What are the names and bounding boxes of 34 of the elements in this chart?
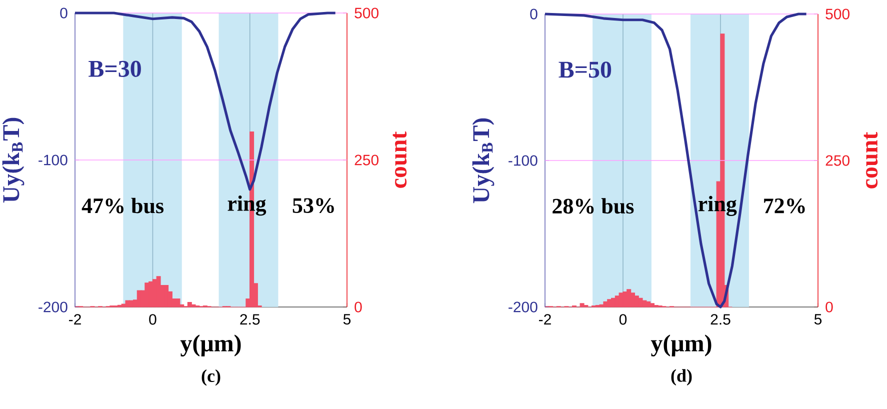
annotation: 28% bus bbox=[552, 198, 634, 214]
x-tick-label: 5 bbox=[343, 314, 351, 325]
annotation: 72% bbox=[764, 198, 805, 214]
y-tick-label: -200 bbox=[38, 302, 68, 312]
y2-tick-label: 250 bbox=[354, 154, 378, 166]
y2-axis-title: count bbox=[864, 132, 878, 188]
x-tick-label: 5 bbox=[814, 314, 822, 325]
y-tick-label: -100 bbox=[508, 155, 538, 166]
text: (c) bbox=[202, 369, 220, 386]
y-tick-label: -100 bbox=[38, 154, 68, 166]
y2-tick-label: 250 bbox=[826, 155, 850, 166]
y-tick-label: 0 bbox=[60, 8, 68, 18]
y2-tick-label: 500 bbox=[354, 8, 378, 18]
x-axis-title: y(μm) bbox=[180, 334, 241, 356]
x-axis-title: y(μm) bbox=[650, 334, 712, 356]
x-tick-label: -2 bbox=[538, 314, 551, 325]
x-tick-label: 0 bbox=[149, 314, 156, 325]
y2-tick-label: 0 bbox=[354, 302, 362, 312]
y-tick-label: -200 bbox=[508, 302, 538, 312]
annotation: B=30 bbox=[88, 60, 141, 77]
annotation: B=50 bbox=[558, 62, 612, 78]
y-tick-label: 0 bbox=[530, 8, 538, 20]
x-tick-label: 0 bbox=[619, 314, 627, 325]
x-tick-label: 2.5 bbox=[240, 314, 260, 325]
text: (d) bbox=[671, 369, 692, 386]
x-tick-label: 2.5 bbox=[710, 314, 730, 325]
y-axis-title: Uy(k$_{B}$T) bbox=[472, 118, 494, 204]
x-tick-label: -2 bbox=[69, 314, 81, 325]
y2-axis-title: count bbox=[392, 131, 407, 188]
y-axis-title: Uy(k$_{B}$T) bbox=[2, 118, 24, 203]
annotation: 47% bus bbox=[82, 198, 164, 214]
annotation: 53% bbox=[292, 198, 334, 214]
y2-tick-label: 500 bbox=[826, 8, 850, 20]
y2-tick-label: 0 bbox=[826, 302, 833, 312]
